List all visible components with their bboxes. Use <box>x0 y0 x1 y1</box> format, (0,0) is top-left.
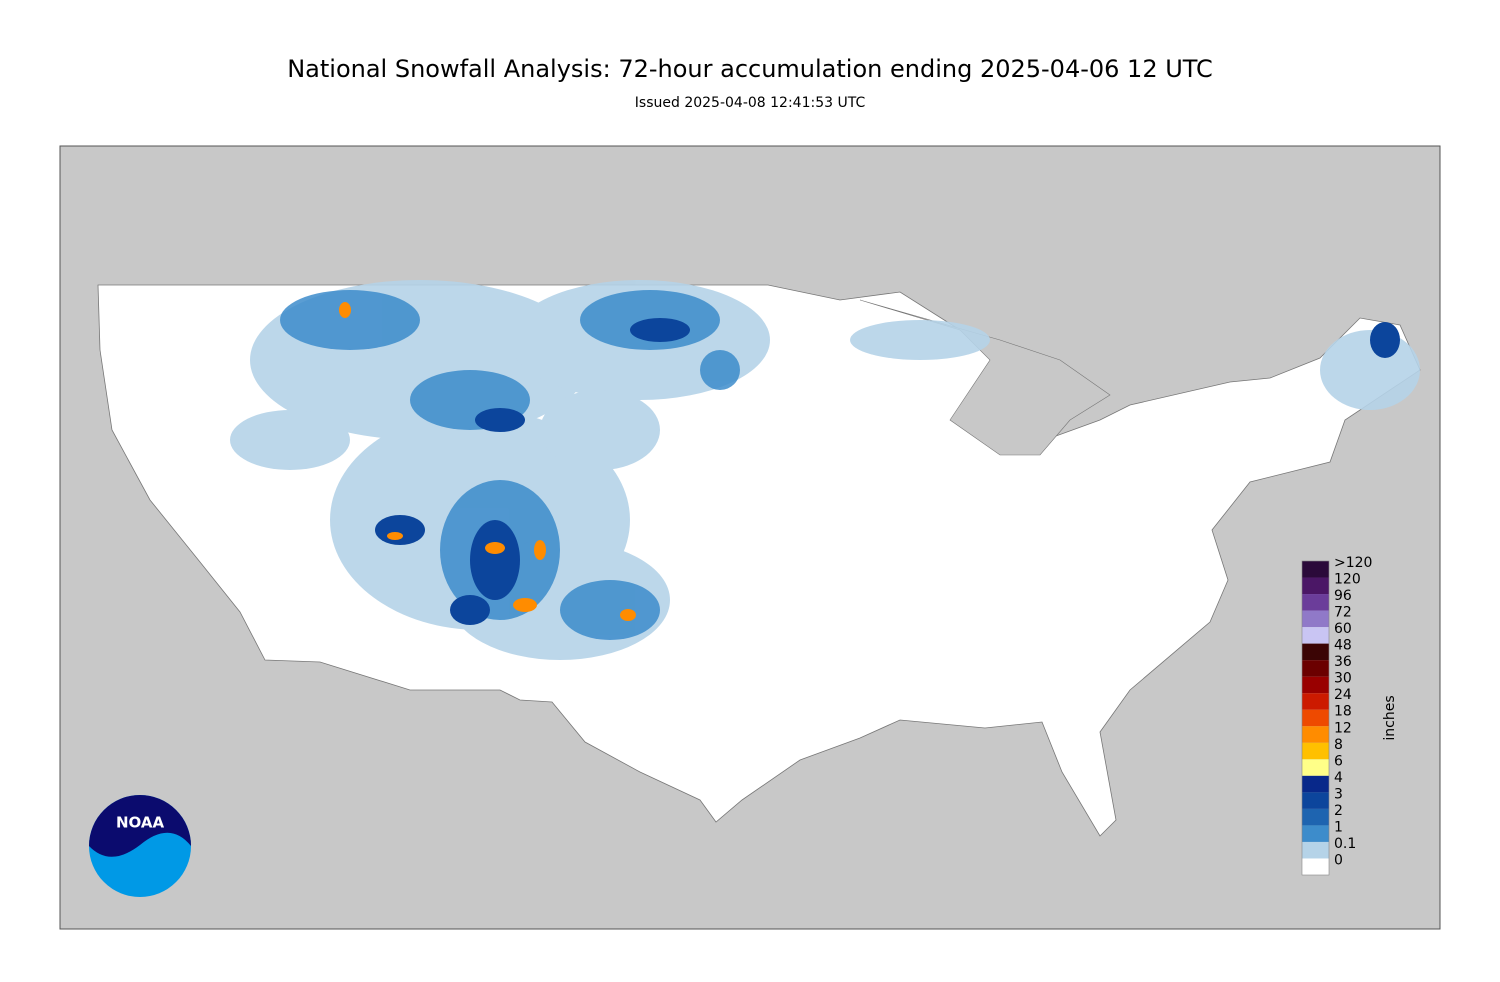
legend-label: 18 <box>1334 704 1352 720</box>
legend-label: 96 <box>1334 588 1352 604</box>
legend-label: 8 <box>1334 737 1343 753</box>
legend-label: 6 <box>1334 753 1343 769</box>
subtitle: Issued 2025-04-08 12:41:53 UTC <box>635 95 866 111</box>
legend-swatch <box>1302 627 1329 644</box>
legend-swatch <box>1302 577 1329 595</box>
title: National Snowfall Analysis: 72-hour accu… <box>287 55 1213 83</box>
legend-swatch <box>1302 709 1329 727</box>
noaa-logo: NOAA <box>89 795 191 897</box>
legend-swatch <box>1302 726 1329 743</box>
legend-swatch <box>1302 858 1329 875</box>
legend-label: 0 <box>1334 852 1343 868</box>
legend-swatch <box>1302 825 1329 842</box>
legend-label: 24 <box>1334 687 1352 703</box>
legend-label: 4 <box>1334 770 1343 786</box>
legend-swatch <box>1302 775 1329 793</box>
legend-swatch <box>1302 808 1329 826</box>
legend-label: 1 <box>1334 819 1343 835</box>
legend-label: 120 <box>1334 572 1361 588</box>
legend-swatch <box>1302 660 1329 677</box>
legend-swatch <box>1302 792 1329 809</box>
logo-text: NOAA <box>116 814 165 832</box>
legend-swatch <box>1302 676 1329 694</box>
legend-swatch <box>1302 594 1329 611</box>
legend-swatch <box>1302 742 1329 760</box>
legend-label: 72 <box>1334 605 1352 621</box>
legend-swatch <box>1302 643 1329 661</box>
legend-label: 2 <box>1334 803 1343 819</box>
legend-swatch <box>1302 693 1329 710</box>
legend-label: 60 <box>1334 621 1352 637</box>
legend-unit: inches <box>1382 695 1398 740</box>
legend-swatch <box>1302 610 1329 628</box>
legend-label: 36 <box>1334 654 1352 670</box>
map <box>59 145 1441 930</box>
snow-heavy <box>375 318 1400 625</box>
legend-label: 12 <box>1334 720 1352 736</box>
snow-deep <box>339 302 636 621</box>
legend-label: 3 <box>1334 786 1343 802</box>
legend-swatch <box>1302 561 1329 578</box>
legend-label: 48 <box>1334 638 1352 654</box>
legend-border <box>1301 560 1330 876</box>
legend-swatch <box>1302 841 1329 859</box>
legend-swatch <box>1302 759 1329 776</box>
legend-label: >120 <box>1334 555 1372 571</box>
legend-label: 30 <box>1334 671 1352 687</box>
legend-label: 0.1 <box>1334 836 1356 852</box>
